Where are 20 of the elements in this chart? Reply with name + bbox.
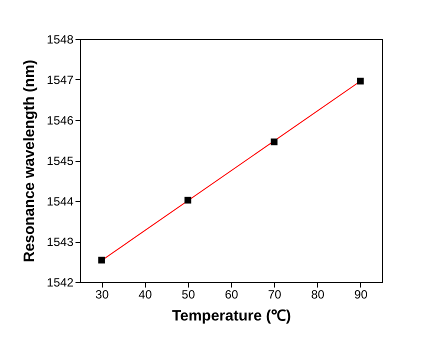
y-tick-label: 1543 — [46, 235, 74, 249]
point — [184, 196, 192, 204]
point — [357, 78, 364, 84]
y-axis-title: Resonance wavelength (nm) — [20, 60, 38, 262]
x-tick-label: 40 — [138, 288, 152, 302]
y-tick-label: 1545 — [46, 154, 74, 168]
y-tick-label: 1544 — [46, 194, 74, 208]
y-tick-label: 1546 — [46, 114, 74, 128]
x-tick-label: 70 — [268, 288, 282, 302]
y-tick-label: 1548 — [46, 32, 74, 46]
x-axis-title: Temperature (℃) — [172, 308, 291, 324]
x-tick-label: 50 — [182, 288, 196, 302]
x-tick-label: 60 — [224, 288, 238, 302]
x-tick-label: 80 — [311, 288, 325, 302]
point — [98, 256, 105, 264]
point — [270, 138, 278, 146]
y-tick-label: 1547 — [46, 73, 74, 87]
x-tick-label: 30 — [95, 288, 110, 302]
y-tick-label: 1542 — [46, 276, 74, 290]
x-tick-label: 90 — [354, 288, 368, 302]
